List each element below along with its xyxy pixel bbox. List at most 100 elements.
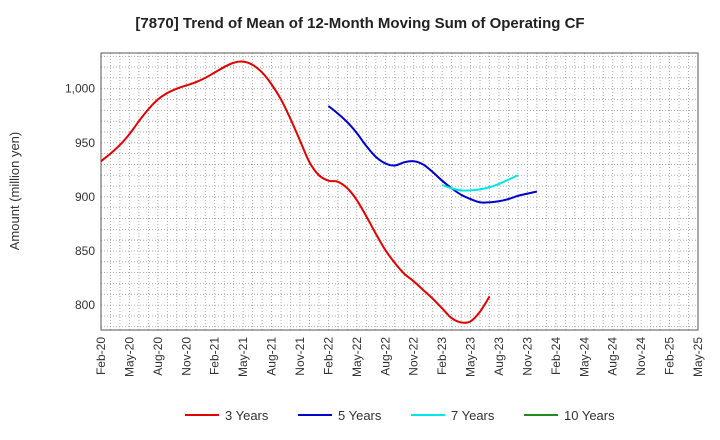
x-tick-label: Aug-20 [151, 337, 165, 376]
x-tick-label: Feb-20 [94, 337, 108, 375]
x-tick-label: Feb-23 [435, 337, 449, 375]
data-point-3-years [213, 70, 217, 74]
data-point-5-years [336, 112, 340, 116]
x-tick-label: Aug-22 [378, 337, 392, 376]
data-point-3-years [450, 316, 454, 320]
data-point-5-years [516, 194, 520, 198]
data-point-3-years [393, 261, 397, 265]
data-point-3-years [232, 61, 236, 65]
data-point-3-years [118, 143, 122, 147]
x-tick-label: Nov-24 [634, 337, 648, 376]
data-point-3-years [298, 139, 302, 143]
data-point-3-years [289, 117, 293, 121]
legend-label-5-years: 5 Years [338, 408, 382, 423]
data-point-3-years [383, 248, 387, 252]
data-point-3-years [165, 91, 169, 95]
x-tick-label: Feb-24 [549, 337, 563, 375]
x-tick-label: Nov-21 [293, 337, 307, 376]
legend-label-10-years: 10 Years [564, 408, 615, 423]
data-point-3-years [355, 198, 359, 202]
legend-label-3-years: 3 Years [225, 408, 269, 423]
data-point-5-years [412, 159, 416, 163]
x-tick-label: Aug-23 [492, 337, 506, 376]
x-tick-label: May-21 [236, 337, 250, 377]
data-point-5-years [374, 155, 378, 159]
data-point-3-years [251, 63, 255, 67]
data-point-5-years [488, 200, 492, 204]
data-point-7-years [506, 178, 510, 182]
data-point-3-years [364, 214, 368, 218]
data-point-7-years [516, 173, 520, 177]
data-point-3-years [412, 279, 416, 283]
data-point-3-years [317, 173, 321, 177]
data-point-3-years [175, 87, 179, 91]
series-line-7-years [441, 174, 519, 192]
data-point-5-years [478, 200, 482, 204]
data-point-3-years [374, 232, 378, 236]
x-tick-label: May-20 [122, 337, 136, 377]
x-tick-label: Aug-21 [265, 337, 279, 376]
data-point-5-years [364, 144, 368, 148]
data-point-3-years [488, 294, 492, 298]
series-line-5-years [327, 105, 538, 204]
legend-label-7-years: 7 Years [451, 408, 495, 423]
data-point-3-years [459, 320, 463, 324]
data-point-3-years [99, 159, 103, 163]
data-point-3-years [345, 186, 349, 190]
data-point-7-years [459, 188, 463, 192]
x-axis-ticks: Feb-20 May-20 Aug-20 Nov-20 Feb-21 May-21 Aug-… [94, 337, 705, 377]
data-point-3-years [108, 152, 112, 156]
data-point-3-years [270, 82, 274, 86]
x-tick-label: Feb-25 [663, 337, 677, 375]
legend: 3 Years 5 Years 7 Years 10 Years [185, 408, 615, 423]
data-point-5-years [440, 179, 444, 183]
data-point-5-years [383, 161, 387, 165]
data-point-3-years [203, 76, 207, 80]
y-axis-label: Amount (million yen) [7, 132, 22, 251]
data-point-3-years [326, 179, 330, 183]
data-point-7-years [497, 182, 501, 186]
data-point-3-years [478, 310, 482, 314]
data-point-3-years [137, 119, 141, 123]
y-tick-label: 900 [75, 190, 95, 204]
x-tick-label: Nov-23 [520, 337, 534, 376]
y-tick-label: 1,000 [65, 82, 95, 96]
data-point-5-years [469, 197, 473, 201]
data-point-3-years [440, 306, 444, 310]
data-point-3-years [127, 132, 131, 136]
data-point-3-years [402, 272, 406, 276]
data-point-7-years [469, 188, 473, 192]
plot-frame [100, 52, 699, 331]
data-point-3-years [431, 297, 435, 301]
data-point-3-years [421, 288, 425, 292]
series-layer [99, 60, 539, 324]
data-point-5-years [535, 190, 539, 194]
x-tick-label: Feb-21 [208, 337, 222, 375]
data-point-7-years [478, 187, 482, 191]
data-point-3-years [156, 98, 160, 102]
data-point-3-years [307, 160, 311, 164]
x-tick-label: Aug-24 [606, 337, 620, 376]
y-tick-label: 950 [75, 136, 95, 150]
data-point-3-years [194, 80, 198, 84]
x-tick-label: Nov-22 [407, 337, 421, 376]
data-point-7-years [440, 183, 444, 187]
data-point-3-years [469, 319, 473, 323]
data-point-7-years [450, 186, 454, 190]
y-tick-label: 850 [75, 244, 95, 258]
y-axis-ticks: 800 850 900 950 1,000 [65, 82, 95, 312]
x-tick-label: Feb-22 [321, 337, 335, 375]
grid-layer [101, 53, 698, 330]
data-point-3-years [260, 70, 264, 74]
data-point-3-years [279, 98, 283, 102]
data-point-5-years [506, 197, 510, 201]
x-tick-label: Nov-20 [179, 337, 193, 376]
data-point-5-years [402, 160, 406, 164]
data-point-3-years [222, 65, 226, 69]
data-point-5-years [393, 164, 397, 168]
data-point-5-years [345, 120, 349, 124]
y-tick-label: 800 [75, 298, 95, 312]
x-tick-label: May-22 [350, 337, 364, 377]
